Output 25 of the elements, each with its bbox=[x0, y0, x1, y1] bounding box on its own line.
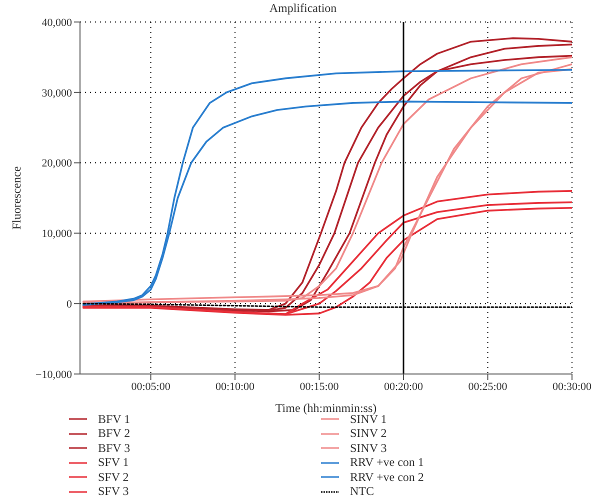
y-tick-label: 40,000 bbox=[42, 16, 72, 29]
x-tick-label: 00:10:00 bbox=[215, 380, 256, 393]
legend-label: SFV 3 bbox=[98, 484, 129, 500]
y-axis-title: Fluorescence bbox=[9, 166, 24, 230]
legend-label: BFV 2 bbox=[98, 426, 130, 442]
legend-label: BFV 1 bbox=[98, 412, 130, 427]
chart-title: Amplification bbox=[268, 1, 338, 15]
legend-label: SINV 3 bbox=[350, 440, 387, 456]
x-tick-label: 00:30:00 bbox=[552, 380, 592, 393]
y-tick-label: 10,000 bbox=[42, 228, 72, 240]
legend-label: NTC bbox=[350, 484, 374, 500]
legend-label: BFV 3 bbox=[98, 440, 130, 456]
x-tick-label: 00:15:00 bbox=[300, 380, 340, 393]
y-tick-label: 30,000 bbox=[42, 87, 72, 100]
x-tick-label: 00:05:00 bbox=[131, 380, 171, 393]
legend-label: SFV 2 bbox=[98, 470, 129, 485]
x-tick-label: 00:20:00 bbox=[384, 380, 424, 393]
legend-label: RRV +ve con 2 bbox=[350, 470, 424, 485]
y-tick-label: −10,000 bbox=[36, 368, 72, 381]
legend-label: SINV 2 bbox=[350, 426, 387, 442]
y-tick-label: 0 bbox=[66, 298, 72, 311]
y-tick-label: 20,000 bbox=[42, 158, 72, 170]
legend-label: RRV +ve con 1 bbox=[350, 455, 424, 470]
x-tick-label: 00:25:00 bbox=[468, 380, 508, 393]
legend-label: SFV 1 bbox=[98, 455, 129, 470]
